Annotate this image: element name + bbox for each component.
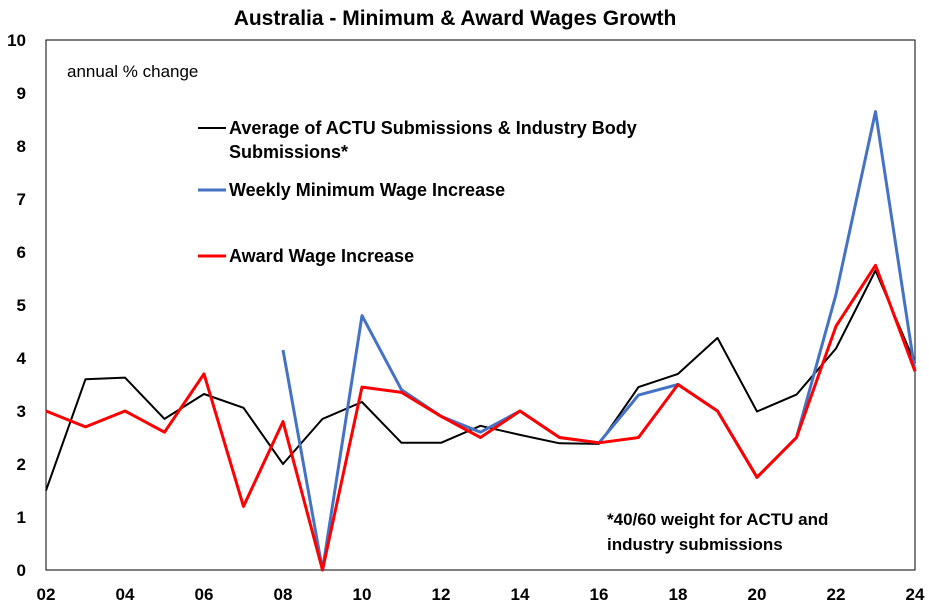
footnote-line: industry submissions: [607, 535, 783, 554]
y-tick-label: 7: [17, 190, 26, 209]
footnote-line: *40/60 weight for ACTU and: [607, 510, 828, 529]
x-axis-ticks: 02 04 06 08 10 12 14 16 18 20 22 24: [37, 585, 925, 604]
x-tick-label: 06: [195, 585, 214, 604]
y-tick-label: 9: [17, 84, 26, 103]
y-tick-label: 3: [17, 402, 26, 421]
y-tick-label: 6: [17, 243, 26, 262]
series-line-3: [45, 263, 917, 572]
x-tick-label: 08: [274, 585, 293, 604]
legend-label: Weekly Minimum Wage Increase: [229, 180, 505, 200]
y-tick-label: 10: [7, 31, 26, 50]
x-tick-label: 04: [116, 585, 135, 604]
x-tick-label: 02: [37, 585, 56, 604]
x-tick-label: 24: [906, 585, 925, 604]
x-tick-label: 14: [511, 585, 530, 604]
x-tick-label: 12: [432, 585, 451, 604]
x-tick-label: 18: [669, 585, 688, 604]
series-line-1: [45, 269, 916, 491]
y-tick-label: 2: [17, 455, 26, 474]
footnote: *40/60 weight for ACTU and industry submi…: [607, 510, 828, 554]
y-tick-label: 4: [17, 349, 27, 368]
legend-label: Submissions*: [229, 142, 348, 162]
x-tick-label: 16: [590, 585, 609, 604]
chart-title: Australia - Minimum & Award Wages Growth: [234, 7, 677, 30]
y-tick-label: 8: [17, 137, 26, 156]
y-axis-unit-label: annual % change: [67, 62, 198, 81]
legend: Average of ACTU Submissions & Industry B…: [198, 118, 637, 266]
x-tick-label: 20: [748, 585, 767, 604]
x-tick-label: 10: [353, 585, 372, 604]
series-lines: [45, 110, 917, 572]
legend-label: Average of ACTU Submissions & Industry B…: [229, 118, 637, 138]
y-tick-label: 5: [17, 296, 26, 315]
x-tick-label: 22: [827, 585, 846, 604]
plot-area: [45, 39, 916, 571]
y-axis-ticks: 0 1 2 3 4 5 6 7 8 9 10: [7, 31, 26, 580]
y-tick-label: 0: [17, 561, 26, 580]
legend-label: Award Wage Increase: [229, 246, 414, 266]
y-tick-label: 1: [17, 508, 26, 527]
